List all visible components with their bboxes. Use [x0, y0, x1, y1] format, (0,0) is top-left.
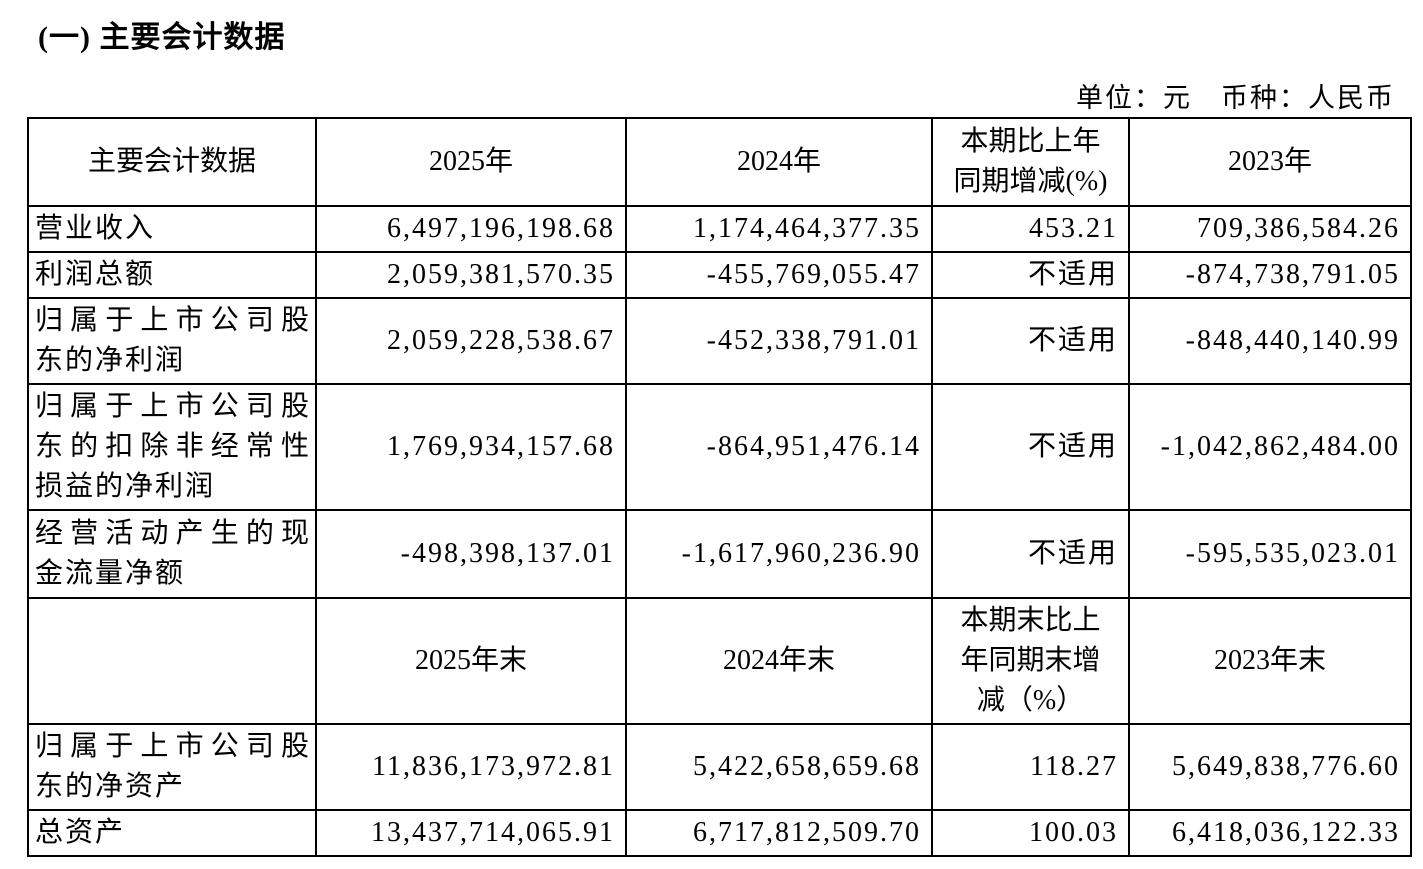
- header-2025: 2025年: [315, 117, 627, 207]
- cell-label: 归属于上市公司股 东的扣除非经常性 损益的净利润: [27, 383, 317, 511]
- cell-label: 利润总额: [27, 251, 317, 299]
- cell-2024: 5,422,658,659.68: [625, 723, 933, 811]
- cell-2023: 5,649,838,776.60: [1128, 723, 1412, 811]
- cell-change: 不适用: [931, 509, 1130, 599]
- cell-2025: 11,836,173,972.81: [315, 723, 627, 811]
- header-2024: 2024年: [625, 117, 933, 207]
- cell-label: 归属于上市公司股 东的净利润: [27, 297, 317, 385]
- cell-2024: -1,617,960,236.90: [625, 509, 933, 599]
- table-row: 归属于上市公司股 东的净资产 11,836,173,972.81 5,422,658,…: [27, 723, 1412, 811]
- cell-label: 总资产: [27, 809, 317, 857]
- key-accounting-data-table: 主要会计数据 2025年 2024年 本期比上年 同期增减(%) 2023年 营业收入 6,…: [27, 117, 1412, 857]
- table-row: 总资产 13,437,714,065.91 6,717,812,509.70 100.…: [27, 809, 1412, 857]
- cell-label: 经营活动产生的现 金流量净额: [27, 509, 317, 599]
- cell-2023: -595,535,023.01: [1128, 509, 1412, 599]
- cell-2025: 2,059,381,570.35: [315, 251, 627, 299]
- table-row: 经营活动产生的现 金流量净额 -498,398,137.01 -1,617,960,2…: [27, 509, 1412, 599]
- cell-2024: 6,717,812,509.70: [625, 809, 933, 857]
- cell-change: 100.03: [931, 809, 1130, 857]
- header-2024-end: 2024年末: [625, 597, 933, 725]
- table-header-row: 2025年末 2024年末 本期末比上 年同期末增 减（%） 2023年末: [27, 597, 1412, 725]
- cell-2025: 13,437,714,065.91: [315, 809, 627, 857]
- cell-2025: 2,059,228,538.67: [315, 297, 627, 385]
- cell-change: 不适用: [931, 383, 1130, 511]
- header-2025-end: 2025年末: [315, 597, 627, 725]
- cell-label: 营业收入: [27, 205, 317, 253]
- header-blank: [27, 597, 317, 725]
- cell-change: 不适用: [931, 297, 1130, 385]
- header-2023: 2023年: [1128, 117, 1412, 207]
- table-row: 归属于上市公司股 东的扣除非经常性 损益的净利润 1,769,934,157.68 -8…: [27, 383, 1412, 511]
- cell-2023: -848,440,140.99: [1128, 297, 1412, 385]
- cell-2024: -455,769,055.47: [625, 251, 933, 299]
- cell-2024: -452,338,791.01: [625, 297, 933, 385]
- table-row: 利润总额 2,059,381,570.35 -455,769,055.47 不适用 -8…: [27, 251, 1412, 299]
- table-row: 营业收入 6,497,196,198.68 1,174,464,377.35 453.…: [27, 205, 1412, 253]
- header-metric: 主要会计数据: [27, 117, 317, 207]
- cell-2023: -874,738,791.05: [1128, 251, 1412, 299]
- cell-2025: -498,398,137.01: [315, 509, 627, 599]
- cell-2023: -1,042,862,484.00: [1128, 383, 1412, 511]
- cell-2025: 6,497,196,198.68: [315, 205, 627, 253]
- table-header-row: 主要会计数据 2025年 2024年 本期比上年 同期增减(%) 2023年: [27, 117, 1412, 207]
- unit-currency-note: 单位：元 币种：人民币: [1076, 83, 1395, 113]
- cell-2023: 6,418,036,122.33: [1128, 809, 1412, 857]
- cell-2025: 1,769,934,157.68: [315, 383, 627, 511]
- cell-2024: -864,951,476.14: [625, 383, 933, 511]
- cell-2023: 709,386,584.26: [1128, 205, 1412, 253]
- header-end-change-pct: 本期末比上 年同期末增 减（%）: [931, 597, 1130, 725]
- cell-change: 453.21: [931, 205, 1130, 253]
- table-row: 归属于上市公司股 东的净利润 2,059,228,538.67 -452,338,79…: [27, 297, 1412, 385]
- cell-change: 118.27: [931, 723, 1130, 811]
- cell-2024: 1,174,464,377.35: [625, 205, 933, 253]
- cell-label: 归属于上市公司股 东的净资产: [27, 723, 317, 811]
- section-title: (一) 主要会计数据: [38, 21, 286, 54]
- header-change-pct: 本期比上年 同期增减(%): [931, 117, 1130, 207]
- header-2023-end: 2023年末: [1128, 597, 1412, 725]
- cell-change: 不适用: [931, 251, 1130, 299]
